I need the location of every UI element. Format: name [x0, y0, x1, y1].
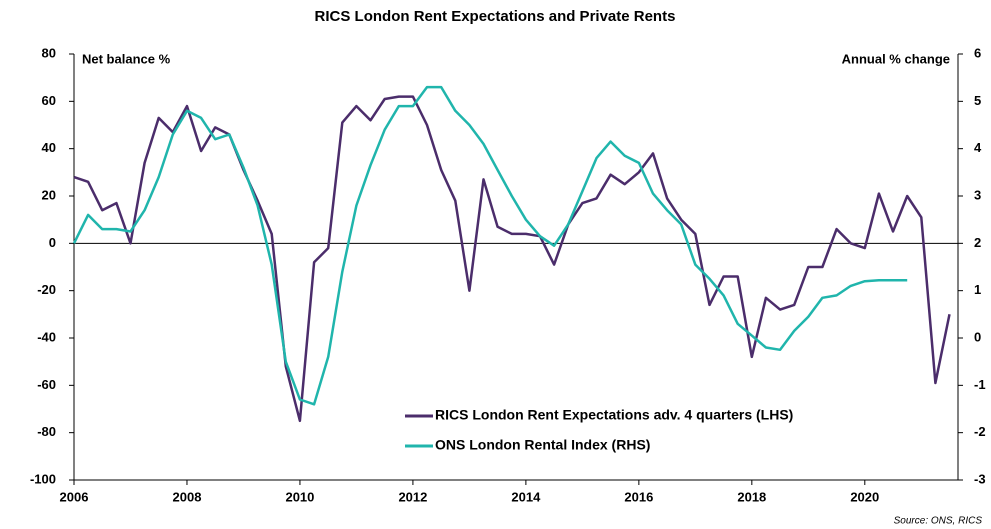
y2-tick-label: -1: [974, 377, 986, 392]
x-tick-label: 2006: [60, 489, 89, 504]
y2-tick-label: 6: [974, 45, 981, 60]
y2-tick-label: 4: [974, 140, 982, 155]
y2-tick-label: 1: [974, 282, 981, 297]
y-tick-label: 60: [42, 93, 56, 108]
legend-label: ONS London Rental Index (RHS): [435, 437, 650, 453]
y2-tick-label: 2: [974, 235, 981, 250]
x-tick-label: 2018: [737, 489, 766, 504]
y2-tick-label: -3: [974, 471, 986, 486]
source: Source: ONS, RICS: [894, 516, 983, 527]
chart-title: RICS London Rent Expectations and Privat…: [315, 8, 676, 25]
x-tick-label: 2010: [285, 489, 314, 504]
y-axis-label: Net balance %: [82, 51, 171, 66]
legend-label: RICS London Rent Expectations adv. 4 qua…: [435, 407, 793, 423]
y-tick-label: 0: [49, 235, 56, 250]
x-tick-label: 2012: [398, 489, 427, 504]
series-line: [73, 95, 951, 423]
y-tick-label: -80: [37, 424, 56, 439]
x-tick-label: 2020: [850, 489, 879, 504]
y2-tick-label: 3: [974, 187, 981, 202]
y-tick-label: 20: [42, 187, 56, 202]
y2-tick-label: 5: [974, 93, 981, 108]
y-tick-label: 40: [42, 140, 56, 155]
y-tick-label: -20: [37, 282, 56, 297]
x-tick-label: 2014: [511, 489, 541, 504]
series-line: [72, 85, 908, 406]
y2-tick-label: -2: [974, 424, 986, 439]
y-tick-label: -100: [30, 471, 56, 486]
y-tick-label: -40: [37, 329, 56, 344]
x-tick-label: 2016: [624, 489, 653, 504]
y-tick-label: 80: [42, 45, 56, 60]
y2-tick-label: 0: [974, 329, 981, 344]
y-tick-label: -60: [37, 377, 56, 392]
x-tick-label: 2008: [173, 489, 202, 504]
y2-axis-label: Annual % change: [842, 51, 950, 66]
